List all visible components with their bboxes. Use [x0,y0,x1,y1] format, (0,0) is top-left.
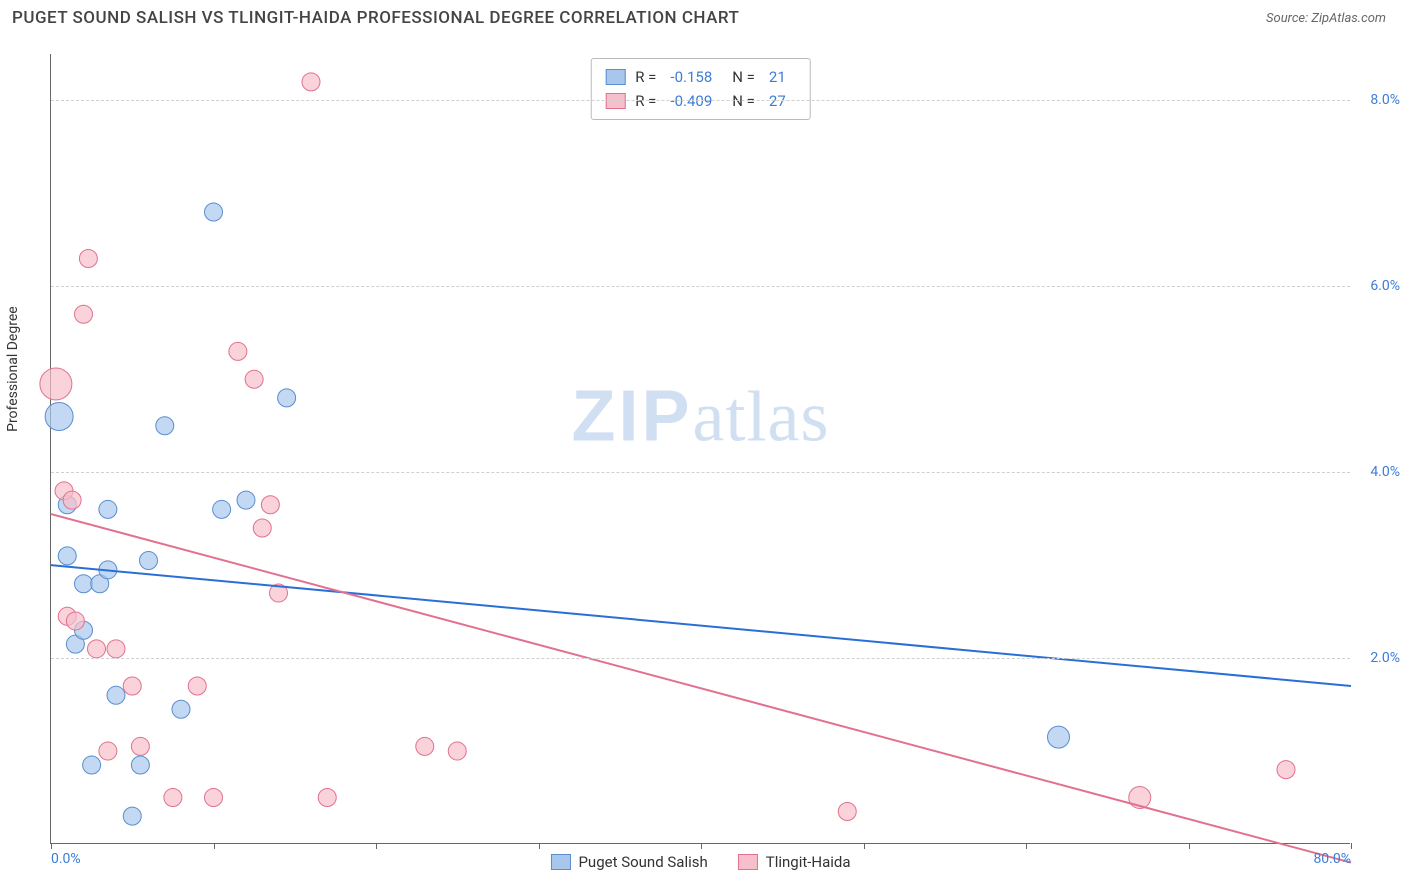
series-legend-item: Tlingit-Haida [738,853,851,871]
x-tick [539,843,540,849]
y-tick-label: 8.0% [1355,92,1400,108]
data-point [40,368,72,400]
series-legend-label: Puget Sound Salish [578,853,707,871]
source-label: Source: ZipAtlas.com [1266,11,1386,26]
data-point [278,389,296,407]
x-tick-label: 0.0% [51,851,81,867]
series-legend-label: Tlingit-Haida [766,853,851,871]
data-point [79,249,97,267]
data-point [45,402,73,430]
legend-n-value: 21 [769,65,786,89]
trend-line [51,565,1351,686]
y-tick-label: 2.0% [1355,650,1400,666]
data-point [107,686,125,704]
legend-r-value: -0.158 [670,65,712,89]
data-point [88,640,106,658]
y-tick-label: 4.0% [1355,464,1400,480]
data-point [123,807,141,825]
x-tick-label: 80.0% [1313,851,1351,867]
data-point [66,612,84,630]
data-point [131,737,149,755]
data-point [156,417,174,435]
y-tick-label: 6.0% [1355,278,1400,294]
chart-area: Professional Degree ZIPatlas R =-0.158N … [50,54,1350,844]
title-bar: PUGET SOUND SALISH VS TLINGIT-HAIDA PROF… [0,0,1406,32]
data-point [107,640,125,658]
series-legend-item: Puget Sound Salish [550,853,707,871]
trend-line [51,514,1351,863]
x-tick [51,843,52,849]
x-tick [1189,843,1190,849]
gridline [51,100,1350,101]
data-point [229,342,247,360]
data-point [416,737,434,755]
x-tick [1351,843,1352,849]
data-point [1277,761,1295,779]
data-point [188,677,206,695]
legend-swatch [738,854,758,870]
legend-row: R = -0.158 N = 21 [605,65,796,89]
data-point [237,491,255,509]
data-point [75,575,93,593]
chart-title: PUGET SOUND SALISH VS TLINGIT-HAIDA PROF… [12,8,739,28]
x-tick [214,843,215,849]
data-point [1048,726,1070,748]
series-legend: Puget Sound Salish Tlingit-Haida [550,853,850,871]
legend-swatch [605,69,625,85]
data-point [83,756,101,774]
correlation-legend: R =-0.158N =21R =-0.409N =27 [590,58,811,120]
data-point [99,742,117,760]
data-point [205,203,223,221]
data-point [172,700,190,718]
data-point [245,370,263,388]
x-tick [864,843,865,849]
scatter-plot [51,54,1350,843]
data-point [838,802,856,820]
data-point [448,742,466,760]
data-point [75,305,93,323]
x-tick [376,843,377,849]
data-point [302,73,320,91]
data-point [253,519,271,537]
gridline [51,658,1350,659]
x-tick [1026,843,1027,849]
data-point [140,552,158,570]
legend-swatch [550,854,570,870]
data-point [164,789,182,807]
data-point [123,677,141,695]
legend-n-label: N = [732,65,755,89]
y-axis-title: Professional Degree [5,306,21,432]
data-point [261,496,279,514]
data-point [213,500,231,518]
data-point [318,789,336,807]
legend-r-label: R = [635,65,656,89]
data-point [58,547,76,565]
data-point [131,756,149,774]
x-tick [701,843,702,849]
data-point [63,491,81,509]
data-point [99,500,117,518]
data-point [205,789,223,807]
gridline [51,286,1350,287]
gridline [51,472,1350,473]
